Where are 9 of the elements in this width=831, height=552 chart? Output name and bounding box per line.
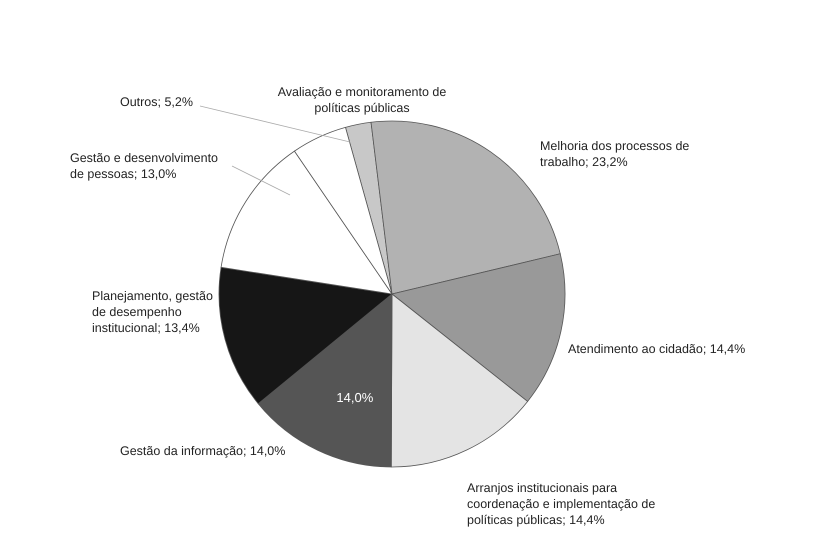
slice-label: Gestão e desenvolvimento de pessoas; 13,0% <box>70 151 218 181</box>
slice-label: Melhoria dos processos de trabalho; 23,2% <box>540 139 690 169</box>
slice-label: Outros; 5,2% <box>120 95 193 109</box>
data-label: 14,0% <box>336 390 374 406</box>
slice-label: Avaliação e monitoramento de políticas públicas <box>278 85 446 115</box>
slice-label: Planejamento, gestão de desempenho institucional; 13,4% <box>92 289 213 335</box>
slice-label: Atendimento ao cidadão; 14,4% <box>568 342 746 356</box>
slice-label: Gestão da informação; 14,0% <box>120 444 286 458</box>
slice-label: Arranjos institucionais para coordenação e implementação de políticas públicas; 14,4% <box>467 481 656 527</box>
